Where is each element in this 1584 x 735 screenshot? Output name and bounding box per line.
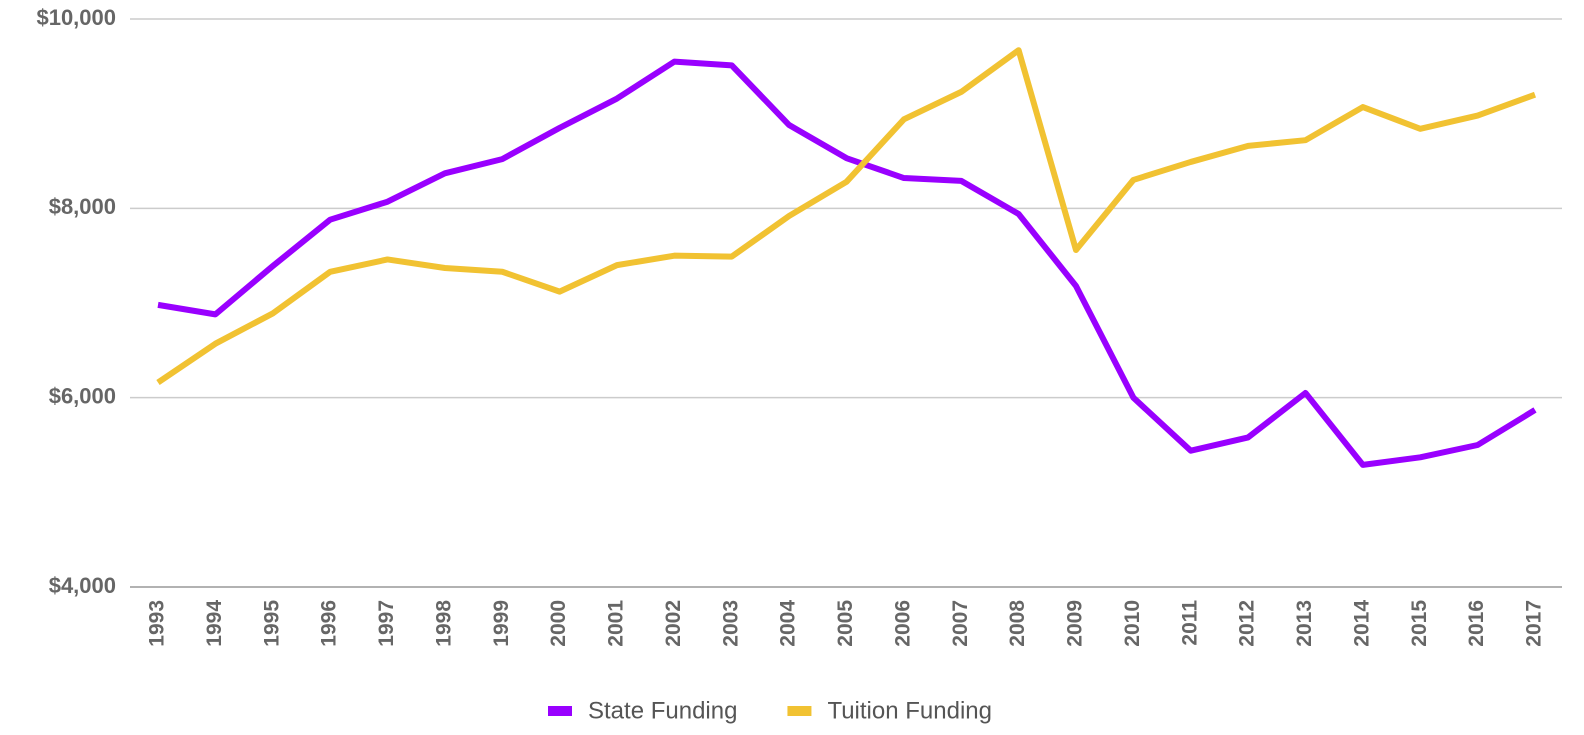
x-tick-label: 2016 xyxy=(1465,600,1488,647)
legend-label: State Funding xyxy=(588,697,737,724)
x-tick-label: 2008 xyxy=(1006,600,1029,647)
legend-swatch xyxy=(787,706,812,716)
x-tick-label: 2005 xyxy=(834,600,857,647)
y-tick-label: $4,000 xyxy=(49,573,116,598)
x-tick-label: 1996 xyxy=(318,600,341,647)
x-tick-label: 1999 xyxy=(490,600,513,647)
line-series xyxy=(157,58,1537,468)
x-tick-label: 1998 xyxy=(432,600,455,647)
x-tick-label: 2009 xyxy=(1064,600,1087,647)
x-tick-label: 2011 xyxy=(1178,600,1201,646)
x-tick-label: 2003 xyxy=(719,600,742,647)
x-tick-label: 2004 xyxy=(777,600,800,647)
line-series xyxy=(156,47,1537,386)
y-tick-label: $6,000 xyxy=(49,383,116,408)
x-tick-label: 2007 xyxy=(949,600,972,647)
x-tick-label: 2000 xyxy=(547,600,570,647)
x-tick-label: 2001 xyxy=(605,600,628,647)
x-tick-label: 2006 xyxy=(891,600,914,647)
x-tick-label: 1994 xyxy=(203,600,226,647)
legend-swatch xyxy=(548,706,572,716)
x-tick-label: 2010 xyxy=(1121,600,1144,647)
y-tick-label: $8,000 xyxy=(49,194,116,219)
x-tick-label: 1995 xyxy=(260,600,283,647)
x-tick-label: 2015 xyxy=(1408,600,1431,647)
x-tick-label: 2017 xyxy=(1523,600,1546,647)
x-tick-label: 2014 xyxy=(1350,600,1373,647)
x-tick-label: 1993 xyxy=(146,600,169,647)
x-tick-label: 2013 xyxy=(1293,600,1316,647)
y-tick-label: $10,000 xyxy=(36,5,116,30)
legend-label: Tuition Funding xyxy=(827,697,992,724)
x-tick-label: 1997 xyxy=(375,600,398,647)
x-tick-label: 2002 xyxy=(662,600,685,647)
x-tick-label: 2012 xyxy=(1236,600,1259,647)
